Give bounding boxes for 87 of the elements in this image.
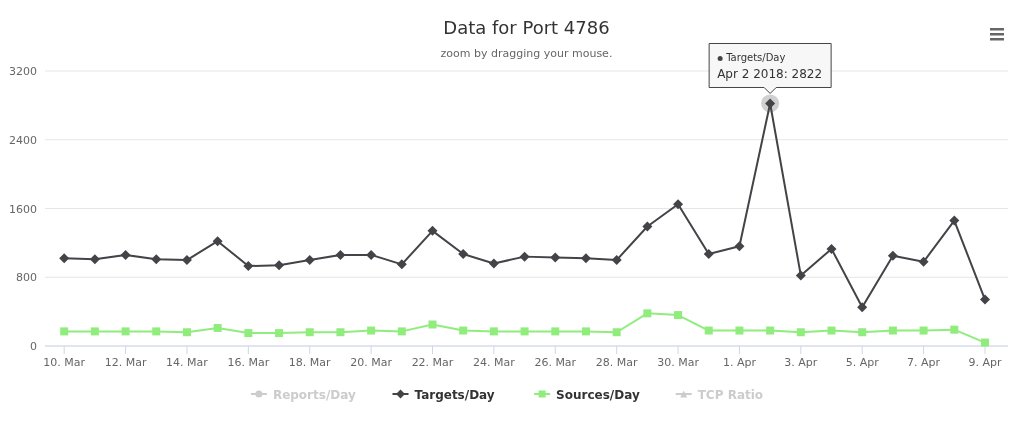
point: [673, 199, 684, 210]
point: [551, 327, 560, 336]
x-tick-label: 18. Mar: [288, 356, 332, 369]
point: [950, 325, 959, 334]
point: [458, 249, 469, 260]
x-tick-label: 20. Mar: [350, 356, 393, 369]
y-tick-label: 800: [16, 271, 37, 285]
point: [90, 327, 99, 336]
x-tick-label: 10. Mar: [43, 356, 86, 369]
point: [949, 215, 960, 226]
point: [367, 326, 376, 335]
point: [182, 328, 191, 337]
point: [488, 258, 499, 269]
y-tick-label: 1600: [9, 202, 37, 216]
point: [59, 253, 70, 264]
point: [704, 326, 713, 335]
point: [519, 251, 530, 262]
point: [796, 328, 805, 337]
point: [366, 249, 377, 260]
y-tick-label: 0: [30, 340, 37, 353]
point: [60, 327, 69, 336]
point: [827, 326, 836, 335]
point: [918, 256, 929, 267]
legend-label: Sources/Day: [556, 387, 640, 402]
x-tick-label: 9. Apr: [968, 356, 1002, 369]
x-tick-label: 24. Mar: [473, 356, 516, 369]
x-tick-label: 3. Apr: [784, 356, 818, 369]
point: [642, 221, 653, 232]
point: [213, 323, 222, 332]
point: [980, 338, 989, 347]
x-tick-label: 14. Mar: [166, 356, 209, 369]
x-tick-label: 22. Mar: [411, 356, 454, 369]
point: [795, 270, 806, 281]
point: [305, 328, 314, 337]
x-tick-label: 12. Mar: [104, 356, 147, 369]
point: [766, 326, 775, 335]
point: [335, 249, 346, 260]
x-tick-label: 28. Mar: [595, 356, 639, 369]
chart-title: Data for Port 4786: [443, 17, 610, 38]
point: [643, 309, 652, 318]
point: [212, 236, 223, 247]
chart-subtitle: zoom by dragging your mouse.: [440, 47, 613, 60]
point: [152, 327, 161, 336]
point: [396, 259, 407, 270]
point: [581, 327, 590, 336]
point: [611, 255, 622, 266]
point: [520, 327, 529, 336]
point: [580, 253, 591, 264]
y-tick-label: 3200: [9, 65, 37, 78]
point: [89, 254, 100, 265]
x-tick-label: 16. Mar: [227, 356, 270, 369]
x-tick-label: 7. Apr: [907, 356, 941, 369]
point: [121, 327, 130, 336]
point: [151, 254, 162, 265]
x-tick-label: 5. Apr: [845, 356, 880, 369]
point: [397, 327, 406, 336]
x-tick-label: 26. Mar: [534, 356, 577, 369]
point: [826, 243, 837, 254]
point: [459, 326, 468, 335]
point: [735, 326, 744, 335]
point: [428, 320, 437, 329]
point: [275, 329, 284, 338]
point: [703, 249, 714, 260]
x-tick-label: 1. Apr: [722, 356, 757, 369]
point: [243, 261, 254, 272]
point: [304, 255, 315, 266]
point: [858, 328, 867, 337]
point: [550, 252, 561, 263]
point: [181, 255, 192, 266]
point: [244, 329, 253, 338]
point: [979, 294, 990, 305]
point: [274, 260, 285, 271]
point: [489, 327, 498, 336]
point: [857, 302, 868, 313]
point: [888, 326, 897, 335]
point: [674, 311, 683, 320]
annotation: Targets/Day Apr 2 2018: 2822: [717, 52, 823, 82]
point: [120, 249, 131, 260]
x-tick-label: 30. Mar: [657, 356, 700, 369]
point: [612, 328, 621, 337]
point: [919, 326, 928, 335]
point: [887, 250, 898, 261]
point: [734, 241, 745, 252]
point: [427, 225, 438, 236]
legend-label: Targets/Day: [414, 387, 495, 402]
y-tick-label: 2400: [9, 133, 37, 147]
point: [336, 328, 345, 337]
